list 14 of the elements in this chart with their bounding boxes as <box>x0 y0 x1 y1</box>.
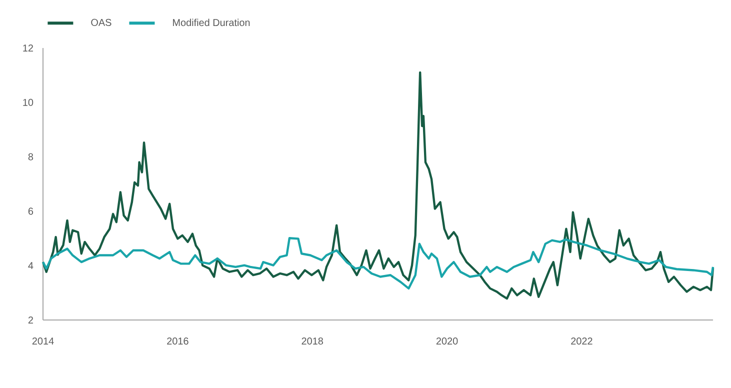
line-series <box>42 237 714 290</box>
y-tick-label: 6 <box>28 208 34 215</box>
y-tick-label: 4 <box>28 262 34 270</box>
legend-label: OAS <box>91 18 112 26</box>
x-tick-label: 2016 <box>167 338 188 345</box>
x-tick-label: 2022 <box>571 338 592 345</box>
y-tick-label: 10 <box>23 98 34 106</box>
x-tick-label: 2018 <box>302 338 323 345</box>
legend-label: Modified Duration <box>173 18 250 26</box>
y-tick-label: 2 <box>28 316 33 324</box>
x-tick-label: 2014 <box>32 338 54 345</box>
x-tick-label: 2020 <box>436 338 458 345</box>
y-tick-label: 8 <box>28 153 34 160</box>
y-tick-label: 12 <box>23 44 33 52</box>
